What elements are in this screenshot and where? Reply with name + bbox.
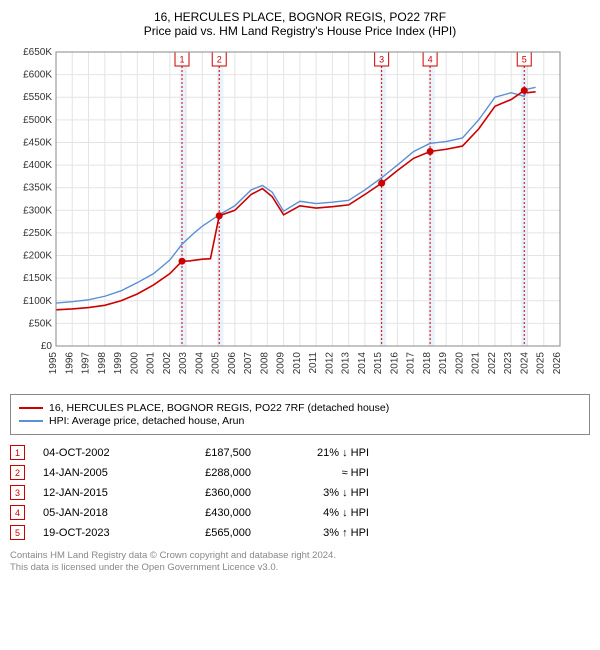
svg-text:£0: £0 <box>41 341 53 352</box>
transaction-row: 2 14-JAN-2005 £288,000 ≈ HPI <box>10 465 590 480</box>
svg-text:2011: 2011 <box>308 352 319 374</box>
transaction-price: £288,000 <box>161 467 251 479</box>
legend-label: 16, HERCULES PLACE, BOGNOR REGIS, PO22 7… <box>49 402 389 414</box>
legend-swatch <box>19 420 43 422</box>
transaction-price: £360,000 <box>161 487 251 499</box>
transaction-row: 4 05-JAN-2018 £430,000 4% ↓ HPI <box>10 505 590 520</box>
svg-text:£100K: £100K <box>23 296 52 307</box>
svg-text:2002: 2002 <box>162 352 173 375</box>
svg-text:1998: 1998 <box>97 352 108 375</box>
chart-title-subtitle: Price paid vs. HM Land Registry's House … <box>10 24 590 38</box>
transaction-date: 19-OCT-2023 <box>43 527 143 539</box>
transaction-number-badge: 1 <box>10 445 25 460</box>
svg-text:2008: 2008 <box>259 352 270 375</box>
svg-text:2006: 2006 <box>227 352 238 375</box>
transaction-hpi-delta: ≈ HPI <box>269 467 369 479</box>
svg-text:£200K: £200K <box>23 251 52 262</box>
legend-swatch <box>19 407 43 409</box>
svg-text:2016: 2016 <box>389 352 400 375</box>
transaction-row: 1 04-OCT-2002 £187,500 21% ↓ HPI <box>10 445 590 460</box>
svg-text:£300K: £300K <box>23 205 52 216</box>
transaction-hpi-delta: 21% ↓ HPI <box>269 447 369 459</box>
svg-text:2015: 2015 <box>373 352 384 375</box>
svg-text:2020: 2020 <box>454 352 465 375</box>
svg-text:2: 2 <box>217 55 222 65</box>
transaction-date: 12-JAN-2015 <box>43 487 143 499</box>
legend: 16, HERCULES PLACE, BOGNOR REGIS, PO22 7… <box>10 394 590 435</box>
svg-text:£150K: £150K <box>23 273 52 284</box>
svg-text:2022: 2022 <box>487 352 498 375</box>
svg-text:2024: 2024 <box>519 352 530 375</box>
svg-text:2003: 2003 <box>178 352 189 375</box>
transaction-number-badge: 4 <box>10 505 25 520</box>
transaction-row: 3 12-JAN-2015 £360,000 3% ↓ HPI <box>10 485 590 500</box>
svg-text:2014: 2014 <box>357 352 368 375</box>
svg-text:2018: 2018 <box>422 352 433 375</box>
footer-attribution: Contains HM Land Registry data © Crown c… <box>10 550 590 575</box>
svg-text:2021: 2021 <box>471 352 482 375</box>
transaction-number-badge: 5 <box>10 525 25 540</box>
transaction-date: 04-OCT-2002 <box>43 447 143 459</box>
svg-text:£250K: £250K <box>23 228 52 239</box>
svg-text:£50K: £50K <box>29 318 53 329</box>
chart-title-address: 16, HERCULES PLACE, BOGNOR REGIS, PO22 7… <box>10 10 590 24</box>
svg-text:2026: 2026 <box>552 352 563 375</box>
svg-text:2010: 2010 <box>292 352 303 375</box>
svg-text:£500K: £500K <box>23 115 52 126</box>
svg-text:2001: 2001 <box>146 352 157 375</box>
transaction-date: 05-JAN-2018 <box>43 507 143 519</box>
transaction-number-badge: 2 <box>10 465 25 480</box>
legend-item: 16, HERCULES PLACE, BOGNOR REGIS, PO22 7… <box>19 402 581 414</box>
svg-text:2012: 2012 <box>324 352 335 375</box>
svg-text:1997: 1997 <box>81 352 92 375</box>
legend-item: HPI: Average price, detached house, Arun <box>19 415 581 427</box>
svg-text:2000: 2000 <box>129 352 140 375</box>
svg-text:2005: 2005 <box>211 352 222 375</box>
transaction-hpi-delta: 3% ↓ HPI <box>269 487 369 499</box>
transaction-price: £565,000 <box>161 527 251 539</box>
svg-text:2004: 2004 <box>194 352 205 375</box>
footer-line-1: Contains HM Land Registry data © Crown c… <box>10 550 590 562</box>
svg-text:2009: 2009 <box>276 352 287 375</box>
svg-text:£350K: £350K <box>23 183 52 194</box>
price-chart: £0 £50K £100K £150K £200K £250K £300K £350K £400… <box>10 46 590 386</box>
svg-text:£400K: £400K <box>23 160 52 171</box>
svg-text:1: 1 <box>179 55 184 65</box>
svg-text:1996: 1996 <box>64 352 75 375</box>
footer-line-2: This data is licensed under the Open Gov… <box>10 562 590 574</box>
svg-text:2017: 2017 <box>406 352 417 375</box>
svg-text:5: 5 <box>522 55 527 65</box>
svg-text:2023: 2023 <box>503 352 514 375</box>
svg-text:2019: 2019 <box>438 352 449 375</box>
svg-text:2025: 2025 <box>536 352 547 375</box>
svg-text:£450K: £450K <box>23 137 52 148</box>
transaction-table: 1 04-OCT-2002 £187,500 21% ↓ HPI 2 14-JAN-200… <box>10 445 590 540</box>
svg-text:1995: 1995 <box>48 352 59 375</box>
svg-text:4: 4 <box>428 55 433 65</box>
svg-text:£650K: £650K <box>23 47 52 58</box>
svg-text:£550K: £550K <box>23 92 52 103</box>
transaction-price: £430,000 <box>161 507 251 519</box>
transaction-row: 5 19-OCT-2023 £565,000 3% ↑ HPI <box>10 525 590 540</box>
svg-text:2013: 2013 <box>341 352 352 375</box>
transaction-hpi-delta: 4% ↓ HPI <box>269 507 369 519</box>
svg-text:2007: 2007 <box>243 352 254 375</box>
transaction-price: £187,500 <box>161 447 251 459</box>
legend-label: HPI: Average price, detached house, Arun <box>49 415 244 427</box>
transaction-hpi-delta: 3% ↑ HPI <box>269 527 369 539</box>
svg-text:1999: 1999 <box>113 352 124 375</box>
svg-text:£600K: £600K <box>23 70 52 81</box>
transaction-date: 14-JAN-2005 <box>43 467 143 479</box>
transaction-number-badge: 3 <box>10 485 25 500</box>
svg-text:3: 3 <box>379 55 384 65</box>
